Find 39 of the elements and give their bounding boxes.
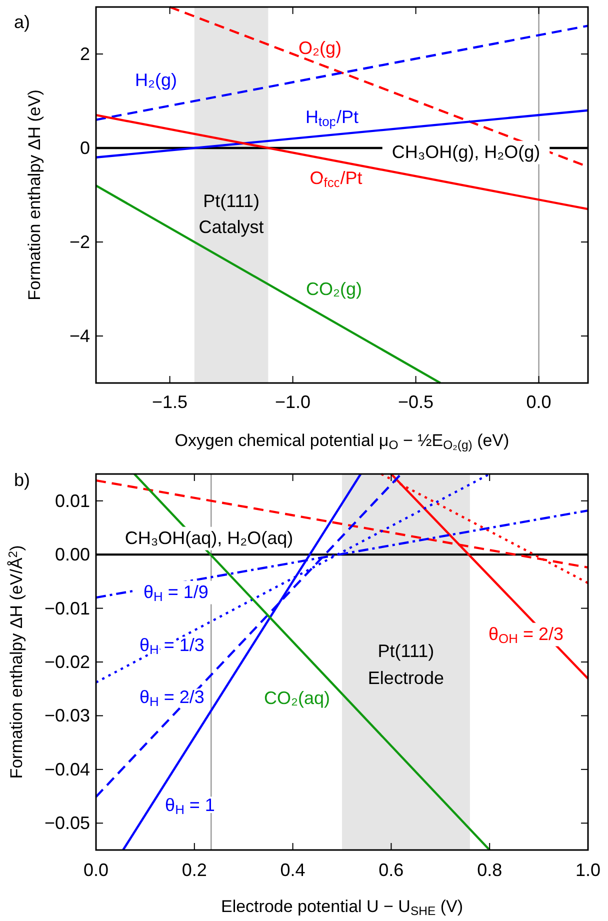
y-axis-title: Formation enthalpy ΔH (eV): [25, 90, 44, 300]
x-tick-label: 0.8: [477, 860, 502, 880]
series-label: CH₃OH(g), H₂O(g): [392, 142, 540, 162]
series-label: H₂(g): [135, 70, 177, 90]
series-label: θ$_{H}$ = 2/3: [140, 687, 204, 710]
y-tick-label: −2: [69, 232, 90, 252]
y-tick-label: −0.01: [44, 598, 90, 618]
x-tick-label: 0.2: [182, 860, 207, 880]
y-tick-label: −0.03: [44, 706, 90, 726]
y-tick-label: −0.04: [44, 759, 90, 780]
x-tick-label: 1.0: [575, 860, 601, 880]
y-tick-label: 0.00: [54, 544, 90, 565]
y-tick-label: −4: [69, 326, 90, 346]
series-label: θ$_{H}$ = 1: [165, 795, 215, 818]
series-label: O₂(g): [298, 38, 342, 58]
series-label: CO₂(g): [306, 279, 362, 299]
chart-title: b): [14, 470, 30, 490]
x-tick-label: 0.4: [280, 860, 306, 880]
x-tick-label: 0.0: [83, 860, 109, 880]
x-tick-label: −1.5: [152, 392, 188, 412]
x-axis-title: Electrode potential U − U$_{SHE}$ (V): [220, 897, 464, 918]
band-label: Pt(111) Catalyst: [198, 191, 264, 237]
chart-title: a): [14, 12, 30, 32]
x-tick-label: −0.5: [398, 392, 434, 412]
x-tick-label: 0.0: [526, 392, 552, 412]
x-tick-label: −1.0: [275, 392, 311, 412]
series-label: O$_{fcc}$/Pt: [310, 168, 362, 190]
y-tick-label: −0.02: [44, 652, 90, 672]
y-tick-label: 0: [80, 138, 90, 158]
y-tick-label: 2: [80, 44, 90, 64]
x-tick-label: 0.6: [378, 860, 404, 880]
series-label: CO₂(aq): [264, 688, 330, 708]
y-tick-label: −0.05: [44, 813, 90, 834]
series-label: θ$_{OH}$ = 2/3: [488, 624, 564, 646]
series-label: θ$_{H}$ = 1/9: [144, 582, 208, 604]
x-axis-title: Oxygen chemical potential μ$_{O}$ − ½E$_{O₂(g)}$ (eV): [174, 431, 510, 452]
y-tick-label: 0.01: [54, 490, 90, 511]
series-label: CH₃OH(aq), H₂O(aq): [124, 528, 294, 548]
band-label: Pt(111) Electrode: [368, 641, 444, 688]
